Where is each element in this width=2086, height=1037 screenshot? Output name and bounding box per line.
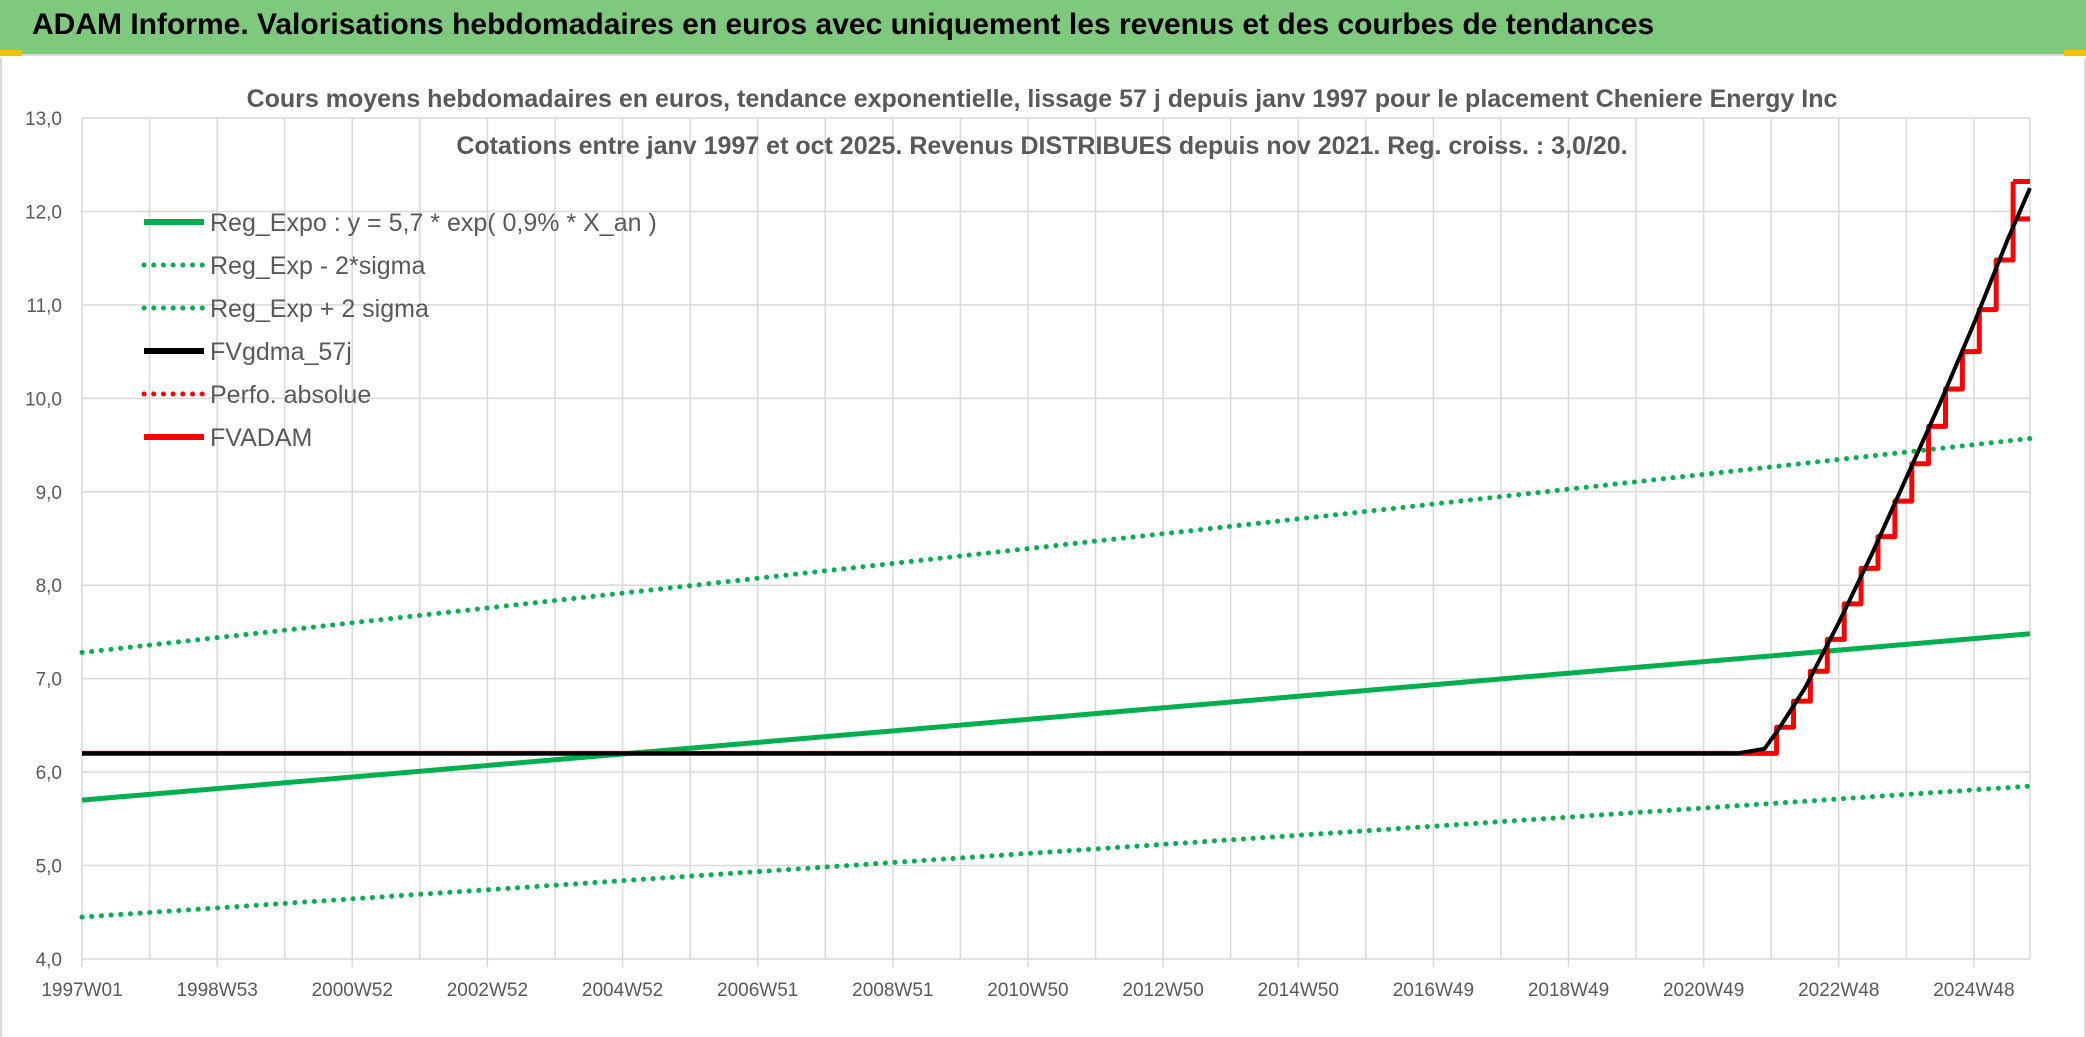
report-title: ADAM Informe. Valorisations hebdomadaire… <box>32 8 1655 41</box>
chart-subtitle: Cotations entre janv 1997 et oct 2025. R… <box>456 132 1627 160</box>
y-tick-label: 7,0 <box>36 670 62 691</box>
y-tick-label: 6,0 <box>36 763 62 784</box>
x-tick-label: 2008W51 <box>852 980 933 1001</box>
y-tick-label: 13,0 <box>25 109 62 130</box>
chart-frame: 4,0 5,0 6,0 7,0 8,0 9,0 10,0 11,0 12,0 13,0 1997W0… <box>0 58 2086 1037</box>
legend-label-5: FVADAM <box>210 424 312 452</box>
legend-label-3: FVgdma_57j <box>210 338 352 366</box>
chart: 4,0 5,0 6,0 7,0 8,0 9,0 10,0 11,0 12,0 13,0 1997W0… <box>25 85 2033 1001</box>
legend: Reg_Expo : y = 5,7 * exp( 0,9% * X_an ) R… <box>141 209 657 452</box>
x-tick-label: 2016W49 <box>1393 980 1474 1001</box>
x-tick-label: 2022W48 <box>1798 980 1879 1001</box>
x-tick-label: 2002W52 <box>447 980 528 1001</box>
series-line-5 <box>82 216 2030 756</box>
x-tick-label: 2000W52 <box>312 980 393 1001</box>
x-tick-label: 2024W48 <box>1933 980 2014 1001</box>
report-banner: ADAM Informe. Valorisations hebdomadaire… <box>0 0 2086 56</box>
series-line-2 <box>79 436 2033 655</box>
x-tick-label: 2018W49 <box>1528 980 1609 1001</box>
x-tick-label: 2006W51 <box>717 980 798 1001</box>
x-tick-label: 2004W52 <box>582 980 663 1001</box>
y-tick-label: 5,0 <box>36 857 62 878</box>
x-tick-label: 2020W49 <box>1663 980 1744 1001</box>
legend-label-0: Reg_Expo : y = 5,7 * exp( 0,9% * X_an ) <box>210 209 657 237</box>
axes: 4,0 5,0 6,0 7,0 8,0 9,0 10,0 11,0 12,0 13,0 1997W0… <box>25 109 2015 1001</box>
y-tick-label: 8,0 <box>36 576 62 597</box>
y-tick-label: 10,0 <box>25 389 62 410</box>
legend-label-4: Perfo. absolue <box>210 381 371 409</box>
series-line-0 <box>81 631 2031 803</box>
series-line-1 <box>79 783 2033 920</box>
x-tick-label: 1997W01 <box>41 980 122 1001</box>
series-line-3 <box>82 187 2032 756</box>
y-tick-label: 9,0 <box>36 483 62 504</box>
x-tick-label: 2012W50 <box>1122 980 1203 1001</box>
legend-label-2: Reg_Exp + 2 sigma <box>210 295 429 323</box>
corner-marker-top-right <box>2064 50 2086 56</box>
y-tick-label: 11,0 <box>26 296 62 317</box>
series <box>79 179 2033 920</box>
x-tick-label: 1998W53 <box>176 980 257 1001</box>
corner-marker-top-left <box>0 50 22 56</box>
y-tick-label: 12,0 <box>25 202 62 223</box>
legend-label-1: Reg_Exp - 2*sigma <box>210 252 425 280</box>
x-tick-label: 2010W50 <box>987 980 1068 1001</box>
y-tick-label: 4,0 <box>36 950 62 971</box>
chart-title: Cours moyens hebdomadaires en euros, ten… <box>247 85 1838 113</box>
grid <box>81 117 2031 960</box>
x-tick-label: 2014W50 <box>1258 980 1339 1001</box>
